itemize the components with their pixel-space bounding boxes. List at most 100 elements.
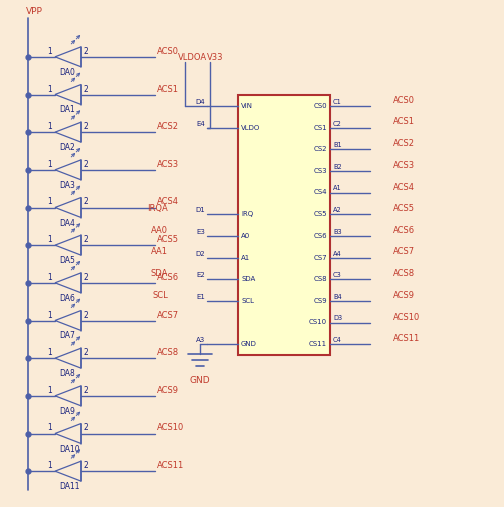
Text: CS0: CS0: [313, 103, 327, 109]
Text: E3: E3: [196, 229, 205, 235]
Text: DA11: DA11: [59, 482, 80, 491]
Text: ACS2: ACS2: [157, 122, 179, 131]
Text: 1: 1: [47, 47, 52, 56]
Text: 1: 1: [47, 273, 52, 282]
Text: ACS1: ACS1: [393, 118, 415, 127]
Text: CS9: CS9: [313, 298, 327, 304]
Text: 2: 2: [83, 386, 88, 395]
Text: ACS3: ACS3: [393, 161, 415, 170]
Text: SDA: SDA: [151, 269, 168, 278]
Text: A2: A2: [333, 207, 342, 213]
Text: C3: C3: [333, 272, 342, 278]
Text: ACS10: ACS10: [157, 423, 184, 432]
Text: AA0: AA0: [151, 226, 168, 235]
Text: DA10: DA10: [59, 445, 80, 453]
Text: C2: C2: [333, 121, 342, 127]
Text: DA5: DA5: [59, 256, 75, 265]
Text: CS5: CS5: [313, 211, 327, 217]
Text: 1: 1: [47, 122, 52, 131]
Text: ACS0: ACS0: [393, 96, 415, 105]
Text: DA2: DA2: [59, 143, 75, 152]
Text: CS8: CS8: [313, 276, 327, 282]
Text: ACS2: ACS2: [393, 139, 415, 148]
Text: CS11: CS11: [309, 341, 327, 347]
Text: IRQA: IRQA: [147, 204, 168, 213]
Text: 2: 2: [83, 348, 88, 357]
Text: 2: 2: [83, 423, 88, 432]
Text: E2: E2: [196, 272, 205, 278]
Text: 2: 2: [83, 235, 88, 244]
Text: D3: D3: [333, 315, 342, 321]
Text: VLDOA: VLDOA: [178, 53, 207, 62]
Text: VLDO: VLDO: [241, 125, 260, 130]
Text: ACS10: ACS10: [393, 312, 420, 321]
Text: B4: B4: [333, 294, 342, 300]
Text: 2: 2: [83, 122, 88, 131]
Text: 1: 1: [47, 235, 52, 244]
Text: 2: 2: [83, 461, 88, 470]
Text: ACS9: ACS9: [157, 386, 179, 395]
Text: VPP: VPP: [26, 7, 43, 16]
Text: C4: C4: [333, 337, 342, 343]
Text: ACS5: ACS5: [393, 204, 415, 213]
Text: ACS1: ACS1: [157, 85, 179, 93]
Text: IRQ: IRQ: [241, 211, 253, 217]
Text: ACS9: ACS9: [393, 291, 415, 300]
Text: ACS6: ACS6: [393, 226, 415, 235]
Text: CS10: CS10: [309, 319, 327, 325]
Text: 2: 2: [83, 160, 88, 169]
Text: B3: B3: [333, 229, 342, 235]
Text: D2: D2: [196, 250, 205, 257]
Text: 2: 2: [83, 85, 88, 93]
Text: ACS7: ACS7: [393, 247, 415, 257]
Text: AA1: AA1: [151, 247, 168, 257]
Text: ACS7: ACS7: [157, 310, 179, 319]
Text: B2: B2: [333, 164, 342, 170]
Text: A1: A1: [241, 255, 250, 261]
Text: 1: 1: [47, 85, 52, 93]
Text: 1: 1: [47, 348, 52, 357]
Text: 2: 2: [83, 198, 88, 206]
Text: CS4: CS4: [313, 190, 327, 196]
Text: SCL: SCL: [241, 298, 254, 304]
Text: 2: 2: [83, 47, 88, 56]
Text: ACS6: ACS6: [157, 273, 179, 282]
Text: ACS3: ACS3: [157, 160, 179, 169]
Text: E4: E4: [196, 121, 205, 127]
Text: ACS4: ACS4: [393, 183, 415, 192]
Text: DA3: DA3: [59, 181, 75, 190]
Text: SDA: SDA: [241, 276, 255, 282]
Text: GND: GND: [241, 341, 257, 347]
Text: CS7: CS7: [313, 255, 327, 261]
Text: A4: A4: [333, 250, 342, 257]
Text: D1: D1: [195, 207, 205, 213]
Text: CS1: CS1: [313, 125, 327, 130]
Text: D4: D4: [196, 99, 205, 105]
Text: A1: A1: [333, 186, 342, 192]
Text: DA8: DA8: [59, 369, 75, 378]
Text: CS6: CS6: [313, 233, 327, 239]
Text: ACS0: ACS0: [157, 47, 179, 56]
Text: 1: 1: [47, 310, 52, 319]
Text: SCL: SCL: [152, 291, 168, 300]
Text: 1: 1: [47, 386, 52, 395]
Text: VIN: VIN: [241, 103, 253, 109]
Text: ACS8: ACS8: [157, 348, 179, 357]
Text: C1: C1: [333, 99, 342, 105]
Text: 1: 1: [47, 160, 52, 169]
Text: E1: E1: [196, 294, 205, 300]
Text: A3: A3: [196, 337, 205, 343]
Text: 1: 1: [47, 198, 52, 206]
Text: ACS5: ACS5: [157, 235, 179, 244]
Text: A0: A0: [241, 233, 250, 239]
Text: ACS8: ACS8: [393, 269, 415, 278]
Text: DA9: DA9: [59, 407, 75, 416]
Text: DA0: DA0: [59, 68, 75, 77]
Text: 2: 2: [83, 310, 88, 319]
Text: 2: 2: [83, 273, 88, 282]
Text: ACS11: ACS11: [393, 334, 420, 343]
Text: 1: 1: [47, 461, 52, 470]
Text: GND: GND: [190, 376, 210, 385]
Text: ACS4: ACS4: [157, 198, 179, 206]
Text: B1: B1: [333, 142, 342, 148]
